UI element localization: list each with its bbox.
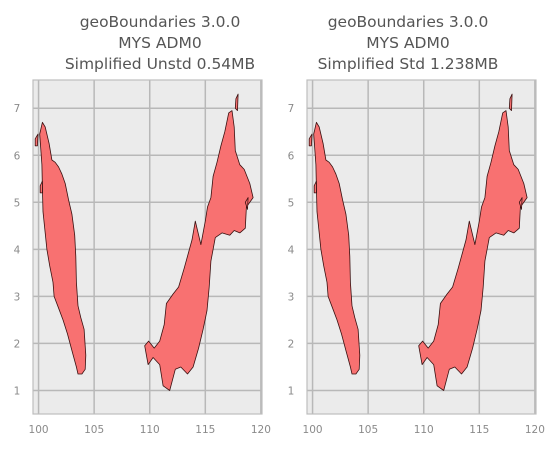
y-tick-label: 6 [288, 150, 295, 162]
y-tick-label: 2 [14, 338, 21, 350]
island-shape [244, 197, 249, 210]
peninsular-malaysia-shape [313, 121, 361, 375]
y-tick-label: 5 [288, 197, 295, 209]
x-tick-label: 120 [525, 424, 545, 436]
y-tick-label: 6 [14, 150, 21, 162]
y-tick-label: 1 [288, 385, 295, 397]
y-tick-label: 1 [14, 385, 21, 397]
x-tick-label: 120 [251, 424, 271, 436]
plot-frame [306, 79, 537, 415]
x-tick-label: 100 [29, 424, 49, 436]
y-tick-label: 7 [288, 103, 295, 115]
island-shape [313, 180, 317, 194]
borneo-malaysia-shape [144, 110, 254, 391]
panel-2-title-line-2: MYS ADM0 [366, 34, 450, 52]
y-tick-label: 7 [14, 103, 21, 115]
y-tick-label: 4 [288, 244, 295, 256]
x-tick-label: 100 [303, 424, 323, 436]
map-panel-2: 100 105 110 115 120 1 2 3 4 5 6 7 [288, 79, 545, 436]
panel-1-title-line-1: geoBoundaries 3.0.0 [79, 13, 241, 31]
y-tick-label: 2 [288, 338, 295, 350]
island-shape [39, 180, 43, 194]
x-tick-label: 115 [469, 424, 489, 436]
y-tick-label: 3 [14, 291, 21, 303]
panel-1-title: geoBoundaries 3.0.0 MYS ADM0 Simplified … [30, 12, 290, 75]
panel-2-title-line-3: Simplified Std 1.238MB [317, 55, 499, 73]
panel-2-title: geoBoundaries 3.0.0 MYS ADM0 Simplified … [278, 12, 538, 75]
y-tick-label: 3 [288, 291, 295, 303]
x-tick-label: 110 [140, 424, 160, 436]
island-shape [508, 93, 513, 111]
x-tick-label: 115 [195, 424, 215, 436]
panel-1-title-line-2: MYS ADM0 [118, 34, 202, 52]
y-tick-label: 5 [14, 197, 21, 209]
panel-1-title-line-3: Simplified Unstd 0.54MB [64, 55, 256, 73]
borneo-malaysia-shape [418, 110, 528, 391]
island-shape [518, 197, 523, 210]
map-panel-1: 100 105 110 115 120 1 2 3 4 5 6 7 [14, 79, 271, 436]
x-tick-label: 105 [84, 424, 104, 436]
island-shape [308, 133, 313, 147]
peninsular-malaysia-shape [39, 121, 87, 375]
x-tick-label: 105 [358, 424, 378, 436]
x-tick-label: 110 [414, 424, 434, 436]
island-shape [234, 93, 239, 111]
y-tick-label: 4 [14, 244, 21, 256]
plot-frame [32, 79, 263, 415]
panel-2-title-line-1: geoBoundaries 3.0.0 [327, 13, 489, 31]
island-shape [34, 133, 39, 147]
